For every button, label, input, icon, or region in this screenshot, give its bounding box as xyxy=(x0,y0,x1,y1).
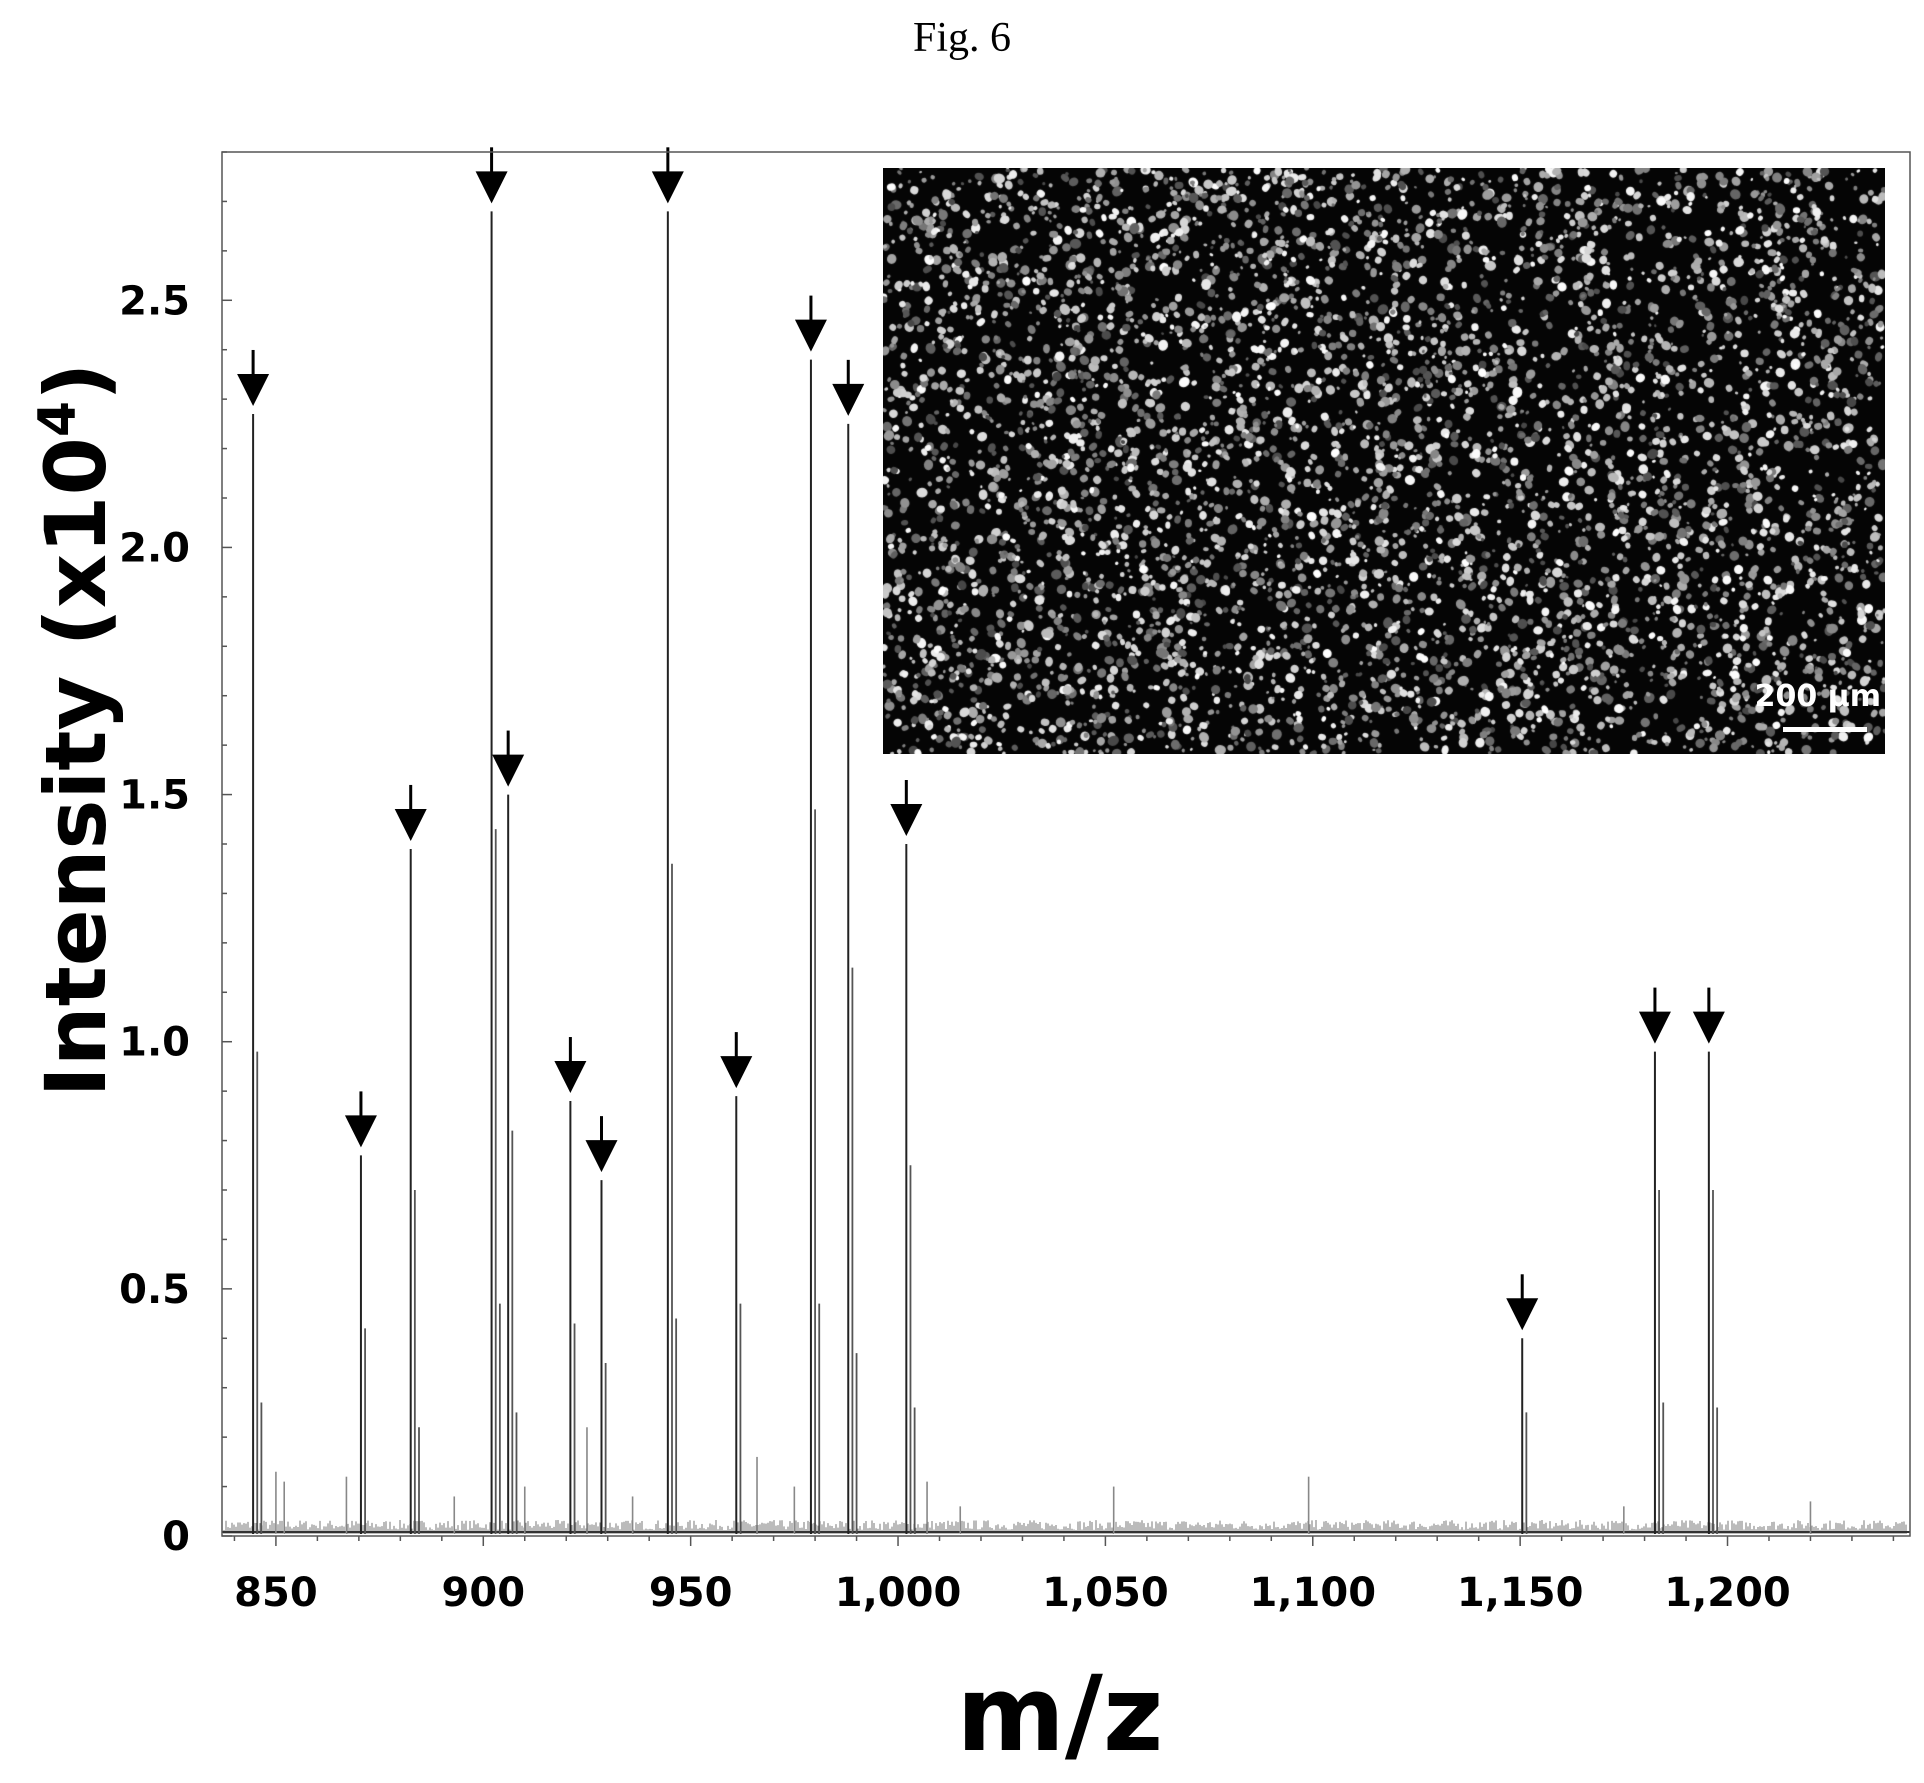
x-tick-label: 850 xyxy=(234,1570,318,1616)
x-tick-label: 950 xyxy=(649,1570,733,1616)
peak-arrow-icon xyxy=(1506,1274,1539,1331)
y-tick-label: 1.0 xyxy=(119,1020,190,1066)
y-tick-label: 2.5 xyxy=(119,278,190,324)
isotope-peaks xyxy=(256,809,1719,1534)
x-tick-label: 900 xyxy=(442,1570,526,1616)
peak-arrow-icon xyxy=(1692,987,1725,1044)
peak-arrow-icon xyxy=(237,349,270,406)
y-axis-title-main: Intensity (x10 xyxy=(27,437,125,1097)
minor-peaks xyxy=(275,1427,1812,1534)
peak-arrow-icon xyxy=(492,730,525,787)
figure-title: Fig. 6 xyxy=(912,15,1012,61)
y-tick-label: 0 xyxy=(162,1514,190,1560)
x-axis-ticks: 850 900 950 1,000 1,050 1,100 1,150 1,200 xyxy=(233,1536,1895,1616)
peak-arrow-icon xyxy=(651,147,684,204)
scale-bar-label: 200 µm xyxy=(1754,679,1881,714)
x-tick-label: 1,150 xyxy=(1457,1570,1584,1616)
peak-arrow-icon xyxy=(794,295,827,352)
microscopy-inset-image: 200 µm xyxy=(883,168,1885,754)
baseline-noise xyxy=(222,1520,1910,1534)
peak-arrow-icon xyxy=(475,147,508,204)
y-axis-title: Intensity (x104) xyxy=(27,363,125,1098)
x-axis-title: m/z xyxy=(957,1653,1164,1775)
y-tick-label: 0.5 xyxy=(119,1267,190,1313)
peak-arrow-icon xyxy=(720,1032,753,1089)
peak-arrow-icon xyxy=(585,1116,618,1173)
marked-peaks xyxy=(252,211,1710,1534)
x-tick-label: 1,050 xyxy=(1042,1570,1169,1616)
peak-arrow-icon xyxy=(890,780,923,836)
cell-fluorescence-image xyxy=(883,168,1885,754)
y-axis-title-exponent: 4 xyxy=(28,401,88,437)
y-axis-title-close: ) xyxy=(27,363,125,401)
y-tick-label: 2.0 xyxy=(119,525,190,571)
peak-arrow-icon xyxy=(344,1091,377,1148)
peak-arrow-icon xyxy=(832,359,865,416)
peak-arrow-icon xyxy=(554,1037,587,1094)
x-tick-label: 1,000 xyxy=(835,1570,962,1616)
peak-arrow-icon xyxy=(1638,987,1671,1044)
y-axis-ticks: 0 0.5 1.0 1.5 2.0 2.5 xyxy=(119,151,232,1560)
scale-bar xyxy=(1783,727,1867,732)
y-tick-label: 1.5 xyxy=(119,773,190,819)
peak-arrow-icon xyxy=(394,784,427,841)
peak-arrows xyxy=(237,147,1725,1331)
x-tick-label: 1,100 xyxy=(1250,1570,1377,1616)
x-tick-label: 1,200 xyxy=(1664,1570,1791,1616)
